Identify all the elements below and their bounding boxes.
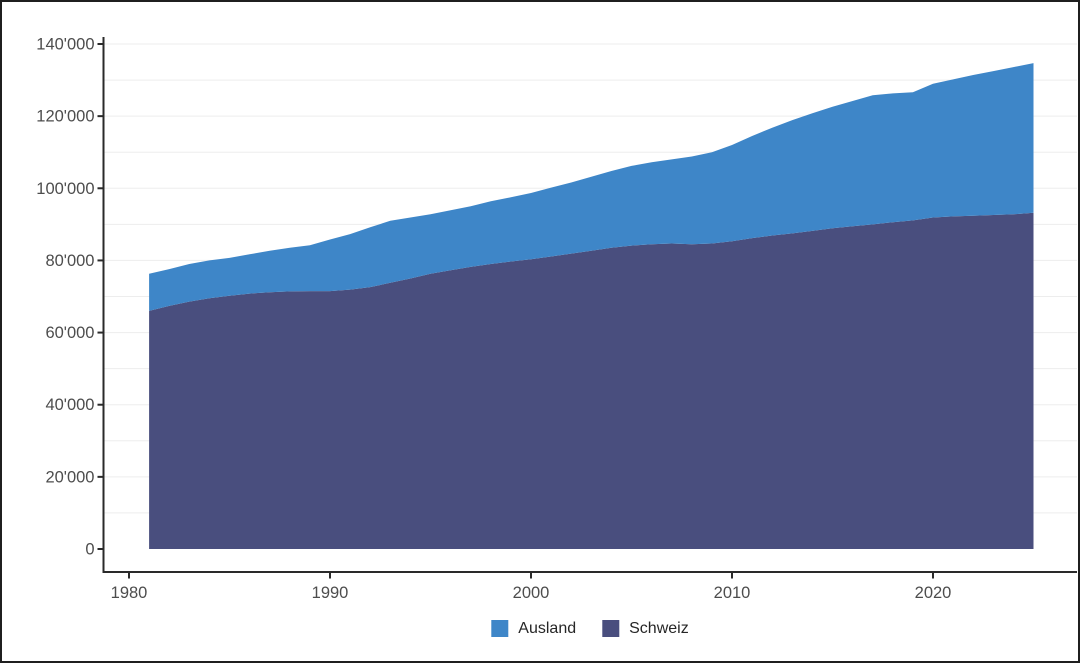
chart-legend: Ausland Schweiz bbox=[491, 620, 689, 637]
y-tick-label: 120'000 bbox=[36, 108, 94, 126]
legend-key-schweiz bbox=[602, 620, 620, 637]
area-ausland bbox=[149, 63, 1034, 311]
legend-key-ausland bbox=[491, 620, 509, 637]
legend-item-ausland: Ausland bbox=[491, 620, 576, 637]
x-tick-label: 1980 bbox=[111, 584, 148, 602]
x-tick-label: 2000 bbox=[513, 584, 550, 602]
y-tick-label: 0 bbox=[85, 541, 94, 559]
area-schweiz bbox=[149, 212, 1034, 550]
legend-label-schweiz: Schweiz bbox=[629, 620, 689, 637]
y-tick-label: 60'000 bbox=[45, 324, 94, 342]
y-tick-label: 100'000 bbox=[36, 180, 94, 198]
y-tick-label: 140'000 bbox=[36, 36, 94, 54]
legend-item-schweiz: Schweiz bbox=[602, 620, 689, 637]
y-tick-label: 20'000 bbox=[45, 468, 94, 486]
x-tick-label: 1990 bbox=[312, 584, 349, 602]
x-tick-label: 2010 bbox=[714, 584, 751, 602]
legend-label-ausland: Ausland bbox=[518, 620, 577, 637]
y-tick-label: 80'000 bbox=[45, 252, 94, 270]
y-tick-label: 40'000 bbox=[45, 396, 94, 414]
x-tick-label: 2020 bbox=[915, 584, 952, 602]
